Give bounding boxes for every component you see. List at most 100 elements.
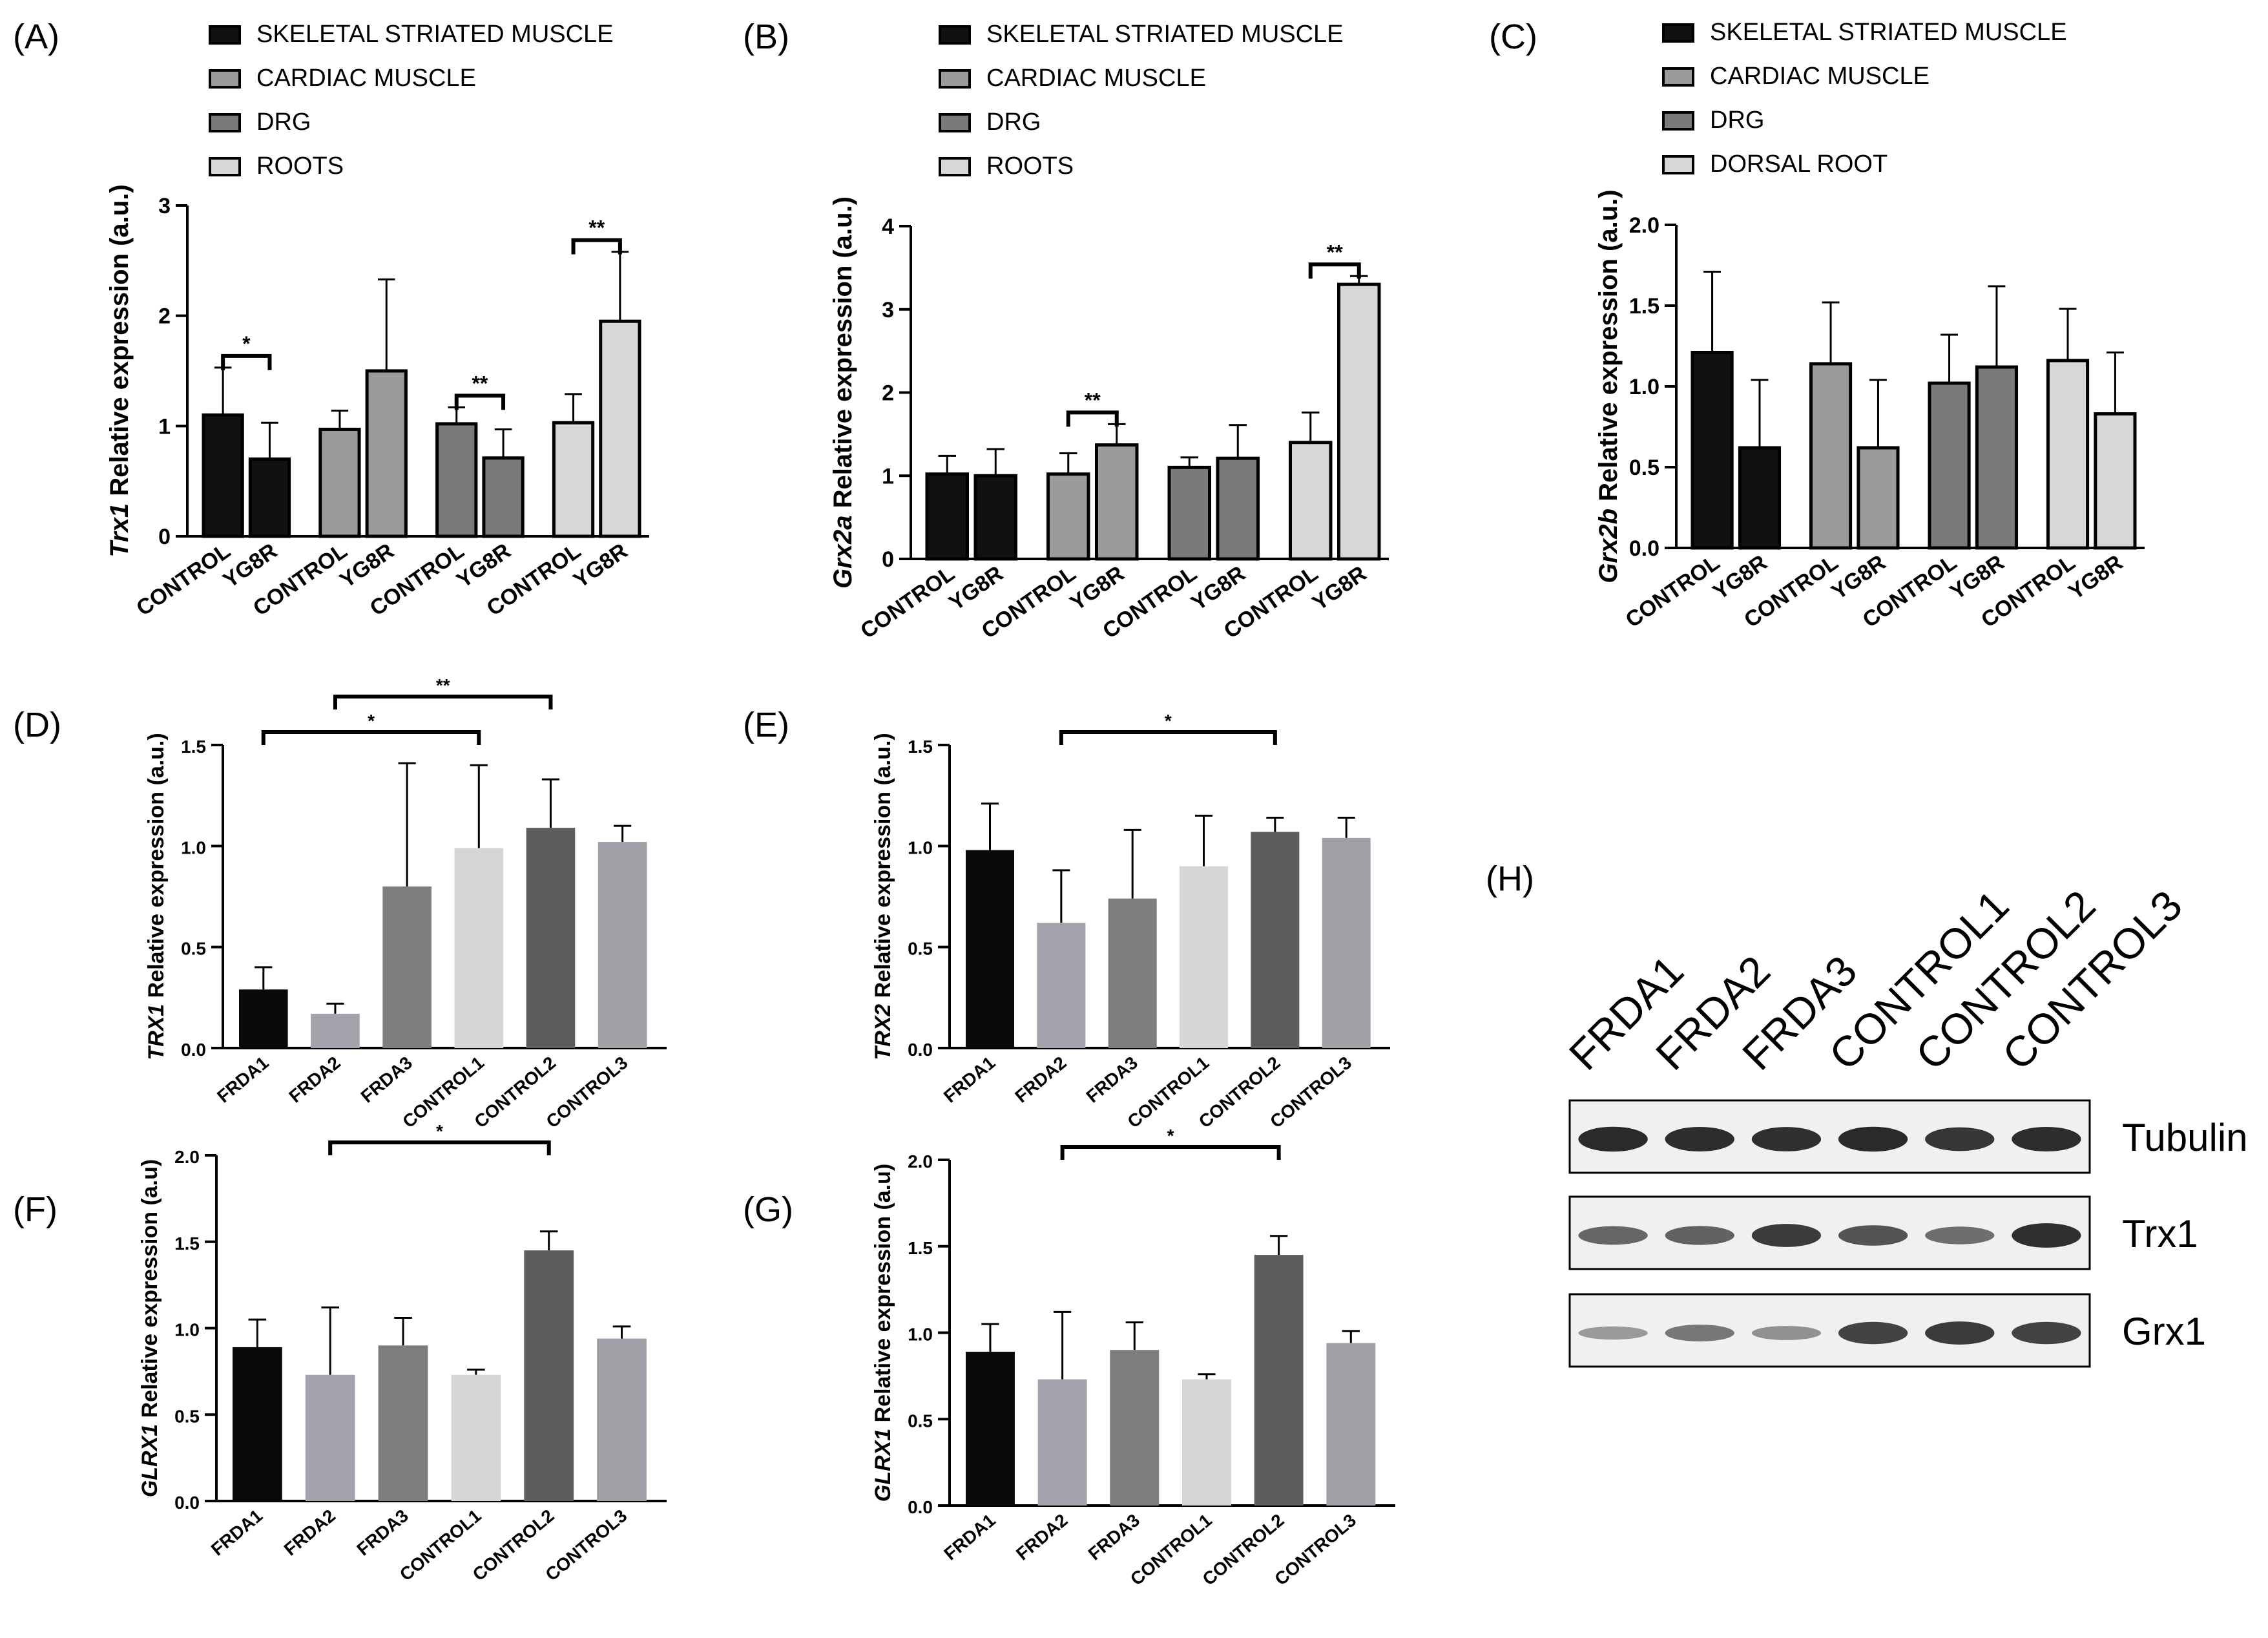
legend-swatch <box>1662 111 1694 131</box>
bar <box>1289 441 1333 561</box>
legend-swatch <box>209 157 241 176</box>
bar <box>1928 381 1971 550</box>
y-tick-label: 1.0 <box>181 837 206 857</box>
significance-bracket <box>333 695 553 709</box>
bar <box>2046 359 2090 550</box>
significance-label: * <box>436 1121 443 1141</box>
y-axis-label: TRX2 Relative expression (a.u.) <box>871 733 895 1060</box>
legend-label: DRG <box>986 109 1041 136</box>
legend-label: ROOTS <box>256 152 344 180</box>
bar <box>239 989 288 1048</box>
y-axis-label-text: Relative expression (a.u.) <box>871 733 895 1004</box>
y-axis-label-gene: Trx1 <box>105 503 134 558</box>
y-tick-label: 1.5 <box>1629 294 1659 319</box>
y-tick-label: 0.5 <box>181 939 206 959</box>
x-tick-label: FRDA2 <box>1011 1053 1070 1107</box>
x-tick-label: FRDA3 <box>357 1053 416 1107</box>
blot-band <box>1665 1325 1734 1341</box>
bar <box>311 1013 360 1048</box>
blot-band <box>1925 1321 1995 1345</box>
bar <box>365 369 408 538</box>
x-tick-label: YG8R <box>1187 561 1250 615</box>
y-tick-label: 3 <box>158 194 171 218</box>
legend-label: DRG <box>256 109 311 136</box>
y-tick-label: 1.5 <box>908 737 933 757</box>
y-tick-label: 0.5 <box>1629 456 1659 480</box>
bar <box>233 1347 282 1501</box>
y-tick-label: 1 <box>882 464 894 488</box>
panel-letter: (D) <box>13 706 61 744</box>
bar <box>1216 456 1260 561</box>
significance-bracket <box>571 238 622 255</box>
x-tick-label: FRDA2 <box>280 1506 339 1560</box>
x-tick-label: CONTROL <box>856 561 959 644</box>
legend-label: SKELETAL STRIATED MUSCLE <box>256 21 614 48</box>
x-tick-label: FRDA3 <box>353 1506 411 1560</box>
y-axis-label-text: Relative expression (a.u) <box>138 1159 162 1424</box>
y-tick-label: 1.0 <box>174 1320 200 1340</box>
y-tick-label: 0 <box>158 525 171 549</box>
legend-swatch <box>939 69 971 89</box>
bar <box>1809 362 1853 550</box>
y-axis-label-text: Relative expression (a.u.) <box>105 184 134 503</box>
legend-swatch <box>209 69 241 89</box>
y-tick-label: 2.0 <box>1629 213 1659 238</box>
x-tick-label: FRDA3 <box>1083 1053 1141 1107</box>
x-tick-label: FRDA1 <box>213 1053 272 1107</box>
blot-band <box>1665 1226 1734 1245</box>
blot-band <box>1838 1126 1908 1152</box>
bar <box>1857 446 1900 550</box>
significance-bracket <box>221 353 272 370</box>
bar <box>1326 1343 1376 1506</box>
panel-E: (E) 0.0 0.5 1.0 1.5 TRX2 Relative expression … <box>743 706 1390 1132</box>
y-axis-label-gene: GLRX1 <box>138 1424 162 1497</box>
panel-A: (A) SKELETAL STRIATED MUSCLE CARDIAC MUSCL… <box>13 17 649 621</box>
significance-label: ** <box>436 675 450 695</box>
significance-label: ** <box>588 216 605 240</box>
y-tick-label: 1.5 <box>174 1234 200 1254</box>
blot-band <box>1925 1226 1995 1244</box>
bar <box>1180 866 1229 1048</box>
blot-band <box>1838 1225 1908 1246</box>
bar <box>305 1374 355 1501</box>
legend-label: DRG <box>1710 107 1764 134</box>
legend-label: CARDIAC MUSCLE <box>1710 63 1930 90</box>
significance-label: ** <box>1327 240 1343 264</box>
legend-swatch <box>209 25 241 45</box>
legend-swatch <box>1662 67 1694 87</box>
bar <box>1254 1255 1304 1506</box>
bar <box>202 413 244 538</box>
bar <box>318 427 361 538</box>
bar <box>526 828 576 1048</box>
x-tick-label: FRDA2 <box>285 1053 344 1107</box>
significance-label: ** <box>472 372 488 395</box>
panel-D: (D) 0.0 0.5 1.0 1.5 TRX1 Relative expression … <box>13 675 667 1132</box>
panel-letter: (F) <box>13 1190 57 1229</box>
bar <box>1691 351 1734 550</box>
y-tick-label: 2.0 <box>908 1151 933 1171</box>
blot-band <box>1838 1321 1908 1345</box>
bar <box>1108 898 1157 1048</box>
significance-bracket <box>1060 1145 1281 1160</box>
blot-band <box>1578 1326 1648 1340</box>
y-tick-label: 0.0 <box>181 1040 206 1060</box>
significance-label: * <box>1167 1126 1174 1146</box>
y-tick-label: 0.0 <box>908 1040 933 1060</box>
blot-band <box>1751 1127 1822 1151</box>
y-axis-label: GLRX1 Relative expression (a.u) <box>138 1159 162 1497</box>
blot-strip <box>1568 1099 2091 1174</box>
bar <box>482 456 525 538</box>
significance-bracket <box>261 730 481 745</box>
y-tick-label: 0.0 <box>908 1497 933 1517</box>
x-tick-label: CONTROL <box>132 538 234 621</box>
blot-band <box>1665 1126 1734 1152</box>
bar <box>1095 443 1139 561</box>
bar <box>1975 365 2019 550</box>
significance-bracket <box>1059 730 1277 745</box>
y-tick-label: 0.5 <box>908 939 933 959</box>
bar <box>435 422 478 538</box>
bar <box>973 474 1017 561</box>
x-tick-label: FRDA1 <box>207 1506 266 1560</box>
x-tick-label: YG8R <box>569 538 632 593</box>
